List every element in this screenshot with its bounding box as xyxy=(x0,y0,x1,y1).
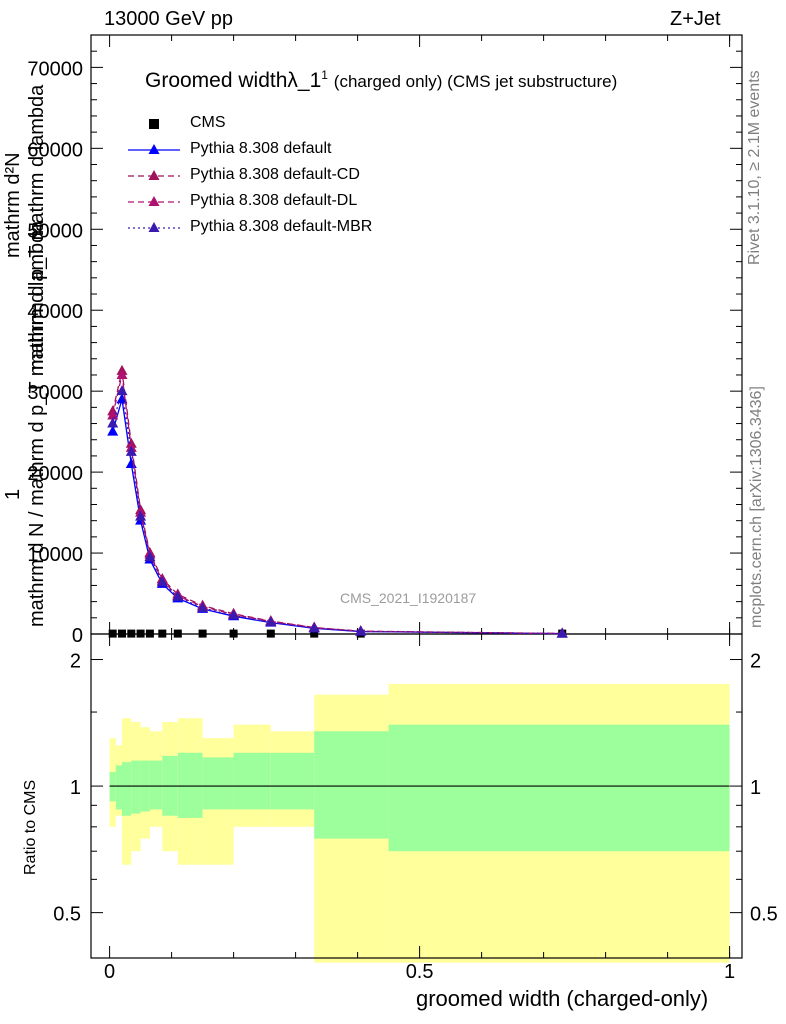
main-plot-frame xyxy=(90,34,743,635)
y-tick-label: 30000 xyxy=(27,382,83,404)
series-4-marker xyxy=(107,417,119,428)
cms-data-point xyxy=(136,629,145,638)
cms-data-point xyxy=(127,629,136,638)
plot-title-main: Groomed width xyxy=(145,69,288,92)
ratio-y-tick-label-right: 1 xyxy=(750,777,761,799)
cms-data-point xyxy=(118,629,126,638)
series-3-marker xyxy=(107,409,119,420)
cms-data-point xyxy=(266,629,275,638)
legend-entry-label: Pythia 8.308 default-CD xyxy=(190,166,360,183)
y-label-denominator: mathrm d N / mathrm d p_T mathrm d lambd… xyxy=(26,220,48,627)
ratio-band-inner xyxy=(388,724,730,852)
plot-title: Groomed widthλ_11 (charged only) (CMS je… xyxy=(145,68,617,93)
series-4-marker xyxy=(116,385,128,396)
mcplots-label: mcplots.cern.ch [arXiv:1306.3436] xyxy=(748,386,765,628)
ratio-y-tick-label: 1 xyxy=(70,777,81,799)
ratio-band-inner xyxy=(115,765,122,810)
x-tick-label: 0 xyxy=(104,961,115,983)
ratio-y-tick-label: 2 xyxy=(70,651,81,673)
ratio-band-inner xyxy=(202,757,234,810)
cms-data-point xyxy=(198,629,207,638)
y-tick-label: 0 xyxy=(72,625,83,647)
series-1-marker xyxy=(125,458,137,469)
legend-marker xyxy=(148,222,160,232)
legend-marker xyxy=(148,170,160,180)
series-4-marker xyxy=(355,625,367,636)
ratio-y-tick-label: 0.5 xyxy=(53,904,81,926)
series-1-marker xyxy=(116,393,128,404)
ratio-band-inner xyxy=(233,752,271,810)
ratio-plot-frame xyxy=(90,633,743,959)
y-tick-label: 40000 xyxy=(27,301,83,323)
cms-data-point xyxy=(145,629,154,638)
analysis-watermark: CMS_2021_I1920187 xyxy=(340,590,477,606)
legend-marker xyxy=(148,196,160,206)
ratio-y-tick-label-right: 0.5 xyxy=(750,904,778,926)
series-4-marker xyxy=(135,510,147,521)
cms-data-point xyxy=(108,629,117,638)
y-label-numerator-1: mathrm d²N xyxy=(2,152,24,258)
series-4-marker xyxy=(308,622,320,633)
y-tick-label: 60000 xyxy=(27,139,83,161)
cms-data-point xyxy=(229,629,238,638)
x-axis-label: groomed width (charged-only) xyxy=(416,986,709,1011)
series-3-marker xyxy=(116,368,128,379)
ratio-band-inner xyxy=(131,760,141,814)
y-tick-label: 70000 xyxy=(27,58,83,80)
ratio-band-inner xyxy=(314,731,389,839)
legend-entry-label: CMS xyxy=(190,114,226,131)
y-tick-label: 20000 xyxy=(27,463,83,485)
cms-data-point xyxy=(173,629,182,638)
series-1-marker xyxy=(107,425,119,436)
x-tick-label: 0.5 xyxy=(406,961,434,983)
series-4-marker xyxy=(228,609,240,620)
energy-label: 13000 GeV pp xyxy=(104,8,233,30)
legend-entry-label: Pythia 8.308 default-MBR xyxy=(190,218,373,235)
rivet-version-label: Rivet 3.1.10, ≥ 2.1M events xyxy=(746,70,763,265)
ratio-y-label: Ratio to CMS xyxy=(22,779,39,875)
ratio-band-inner xyxy=(149,760,163,810)
cms-data-point xyxy=(158,629,167,638)
plot-title-lambda: λ_1 xyxy=(287,69,322,92)
y-label-one: 1 xyxy=(2,488,24,500)
y-tick-label: 50000 xyxy=(27,220,83,242)
plot-title-sup: 1 xyxy=(321,68,328,82)
ratio-band-inner xyxy=(177,752,203,818)
series-4-marker xyxy=(172,590,184,601)
ratio-band-inner xyxy=(270,752,315,810)
cms-data-point xyxy=(310,629,319,638)
series-4-marker xyxy=(197,602,209,613)
series-4-marker xyxy=(556,627,568,638)
plot-title-sub: (charged only) (CMS jet substructure) xyxy=(333,72,618,91)
y-tick-label: 10000 xyxy=(27,544,83,566)
ratio-y-tick-label-right: 2 xyxy=(750,651,761,673)
series-4-marker xyxy=(265,616,277,627)
legend-marker xyxy=(148,144,160,154)
ratio-band-inner xyxy=(122,762,132,816)
process-label: Z+Jet xyxy=(670,8,721,30)
series-4-marker xyxy=(144,551,156,562)
legend-entry-label: Pythia 8.308 default-DL xyxy=(190,192,358,209)
series-4-marker xyxy=(125,445,137,456)
x-tick-label: 1 xyxy=(724,961,735,983)
legend-marker-cms xyxy=(149,119,159,129)
legend-entry-label: Pythia 8.308 default xyxy=(190,140,332,157)
series-4-marker xyxy=(156,576,168,587)
